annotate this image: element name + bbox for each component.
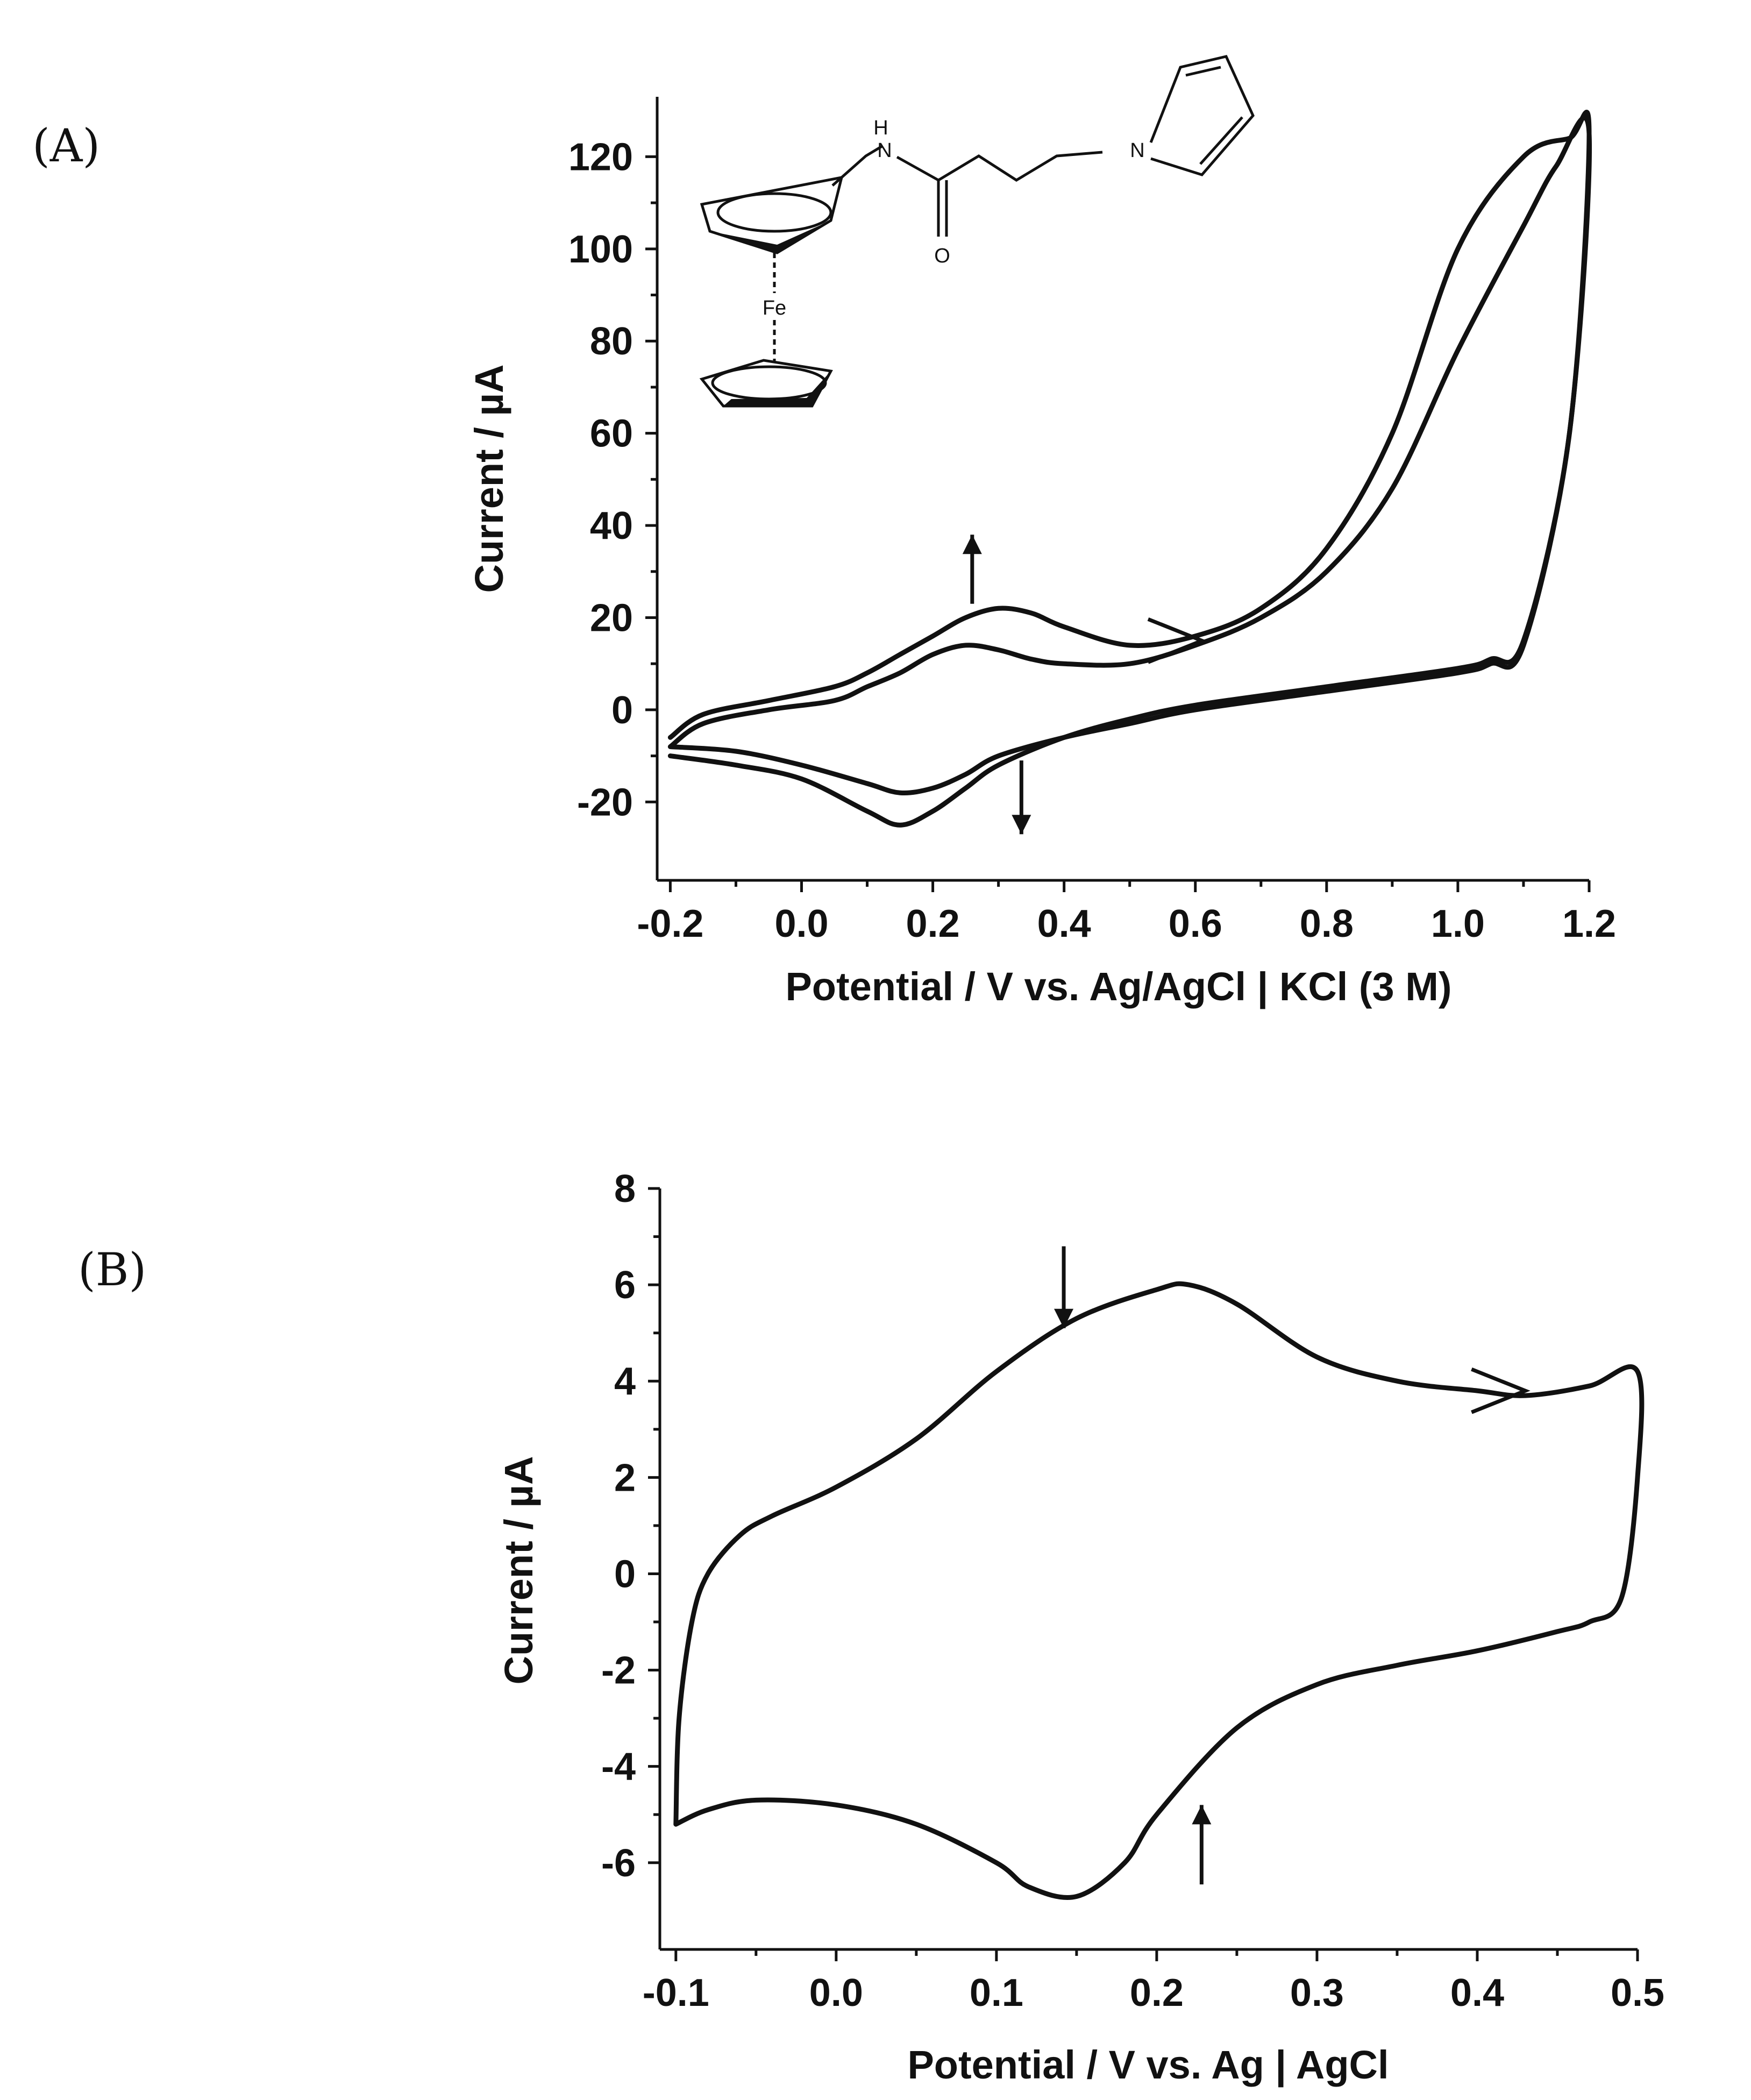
panel-b-label: (B) [78,1243,146,1296]
panel-b-y-tick-label: 4 [614,1360,636,1403]
panel-b-arrow-up [1192,1805,1212,1885]
panel-a-x-tick-label: -0.2 [637,902,703,945]
bond-cp-nh [831,145,883,187]
panel-a-y-tick-label: 60 [590,412,633,455]
panel-b-chart: -0.1 0.0 0.1 0.2 0.3 0.4 0.5 -6 -4 -2 0 2 4 6 8 Potent… [496,1168,1664,2088]
panel-a-y-tick-label: 20 [590,596,633,639]
panel-b-y-tick-label: 2 [614,1456,636,1499]
panel-a-x-tick-label: 1.2 [1562,902,1616,945]
panel-a-x-tick-label: 0.4 [1037,902,1091,945]
panel-a-x-tick-label: 0.2 [906,902,960,945]
panel-a-y-tick-label: 40 [590,504,633,547]
panel-a-y-tick-label: 0 [611,689,633,732]
oxygen-label: O [934,245,950,267]
panel-b-series-1-line [673,1281,1645,1900]
panel-b-y-tick-label: 0 [614,1553,636,1596]
pyrrole-ring [1149,55,1255,176]
pyrrole-n-label: N [1130,139,1144,162]
panel-b-y-tick-label: 6 [614,1264,636,1307]
pyrrole-double-1 [1185,66,1221,77]
panel-a-y-tick-label: 120 [568,136,633,179]
panel-a-series-2-line [667,115,1592,795]
panel-a-x-tick-label: 0.8 [1300,902,1354,945]
cp-ring-top [700,175,844,254]
panel-b-x-tick-label: 0.5 [1611,1971,1664,2014]
panel-b-x-tick-label: 0.3 [1290,1971,1344,2014]
molecule-structure: Fe H N O N [699,55,1255,408]
panel-b-x-tick-label: 0.1 [970,1971,1023,2014]
cp-ring-bottom [699,359,833,408]
panel-a-arrow-down [1012,760,1031,835]
panel-a-x-tick-label: 0.6 [1169,902,1222,945]
panel-a-y-tick-label: 80 [590,320,633,363]
panel-b-y-tick-label: -4 [601,1746,636,1789]
panel-b-y-tick-label: -6 [601,1842,636,1885]
panel-a-x-tick-label: 1.0 [1431,902,1485,945]
panel-a-label: (A) [32,119,100,172]
panel-b-x-tick-label: -0.1 [643,1971,709,2014]
panel-a-arrow-up [962,535,982,604]
panel-b-arrow-down [1054,1246,1074,1328]
panel-b-x-tick-label: 0.2 [1130,1971,1184,2014]
panel-a-curves [667,110,1592,828]
bond-chain [896,151,1103,182]
panel-a-chart: -0.2 0.0 0.2 0.4 0.6 0.8 1.0 1.2 -20 0 20 40 60 80 100… [467,97,1616,1009]
panel-a-y-tick-label: 100 [568,228,633,271]
panel-b-scan-direction-arrowhead [1471,1367,1531,1414]
iron-atom-label: Fe [763,297,786,319]
panel-a-scan-direction-arrowhead [1147,617,1207,664]
panel-b-y-tick-label: -2 [601,1649,636,1692]
panel-a-x-axis-title: Potential / V vs. Ag/AgCl | KCl (3 M) [785,964,1451,1009]
nh-h-label: H [873,117,888,139]
panel-a-annotations [962,535,1207,835]
amide-n-label: N [877,139,892,162]
panel-b-x-axis-title: Potential / V vs. Ag | AgCl [907,2042,1389,2088]
panel-b-y-axis-title: Current / µA [496,1456,541,1685]
panel-a-y-tick-label: -20 [577,781,633,824]
panel-a-x-tick-label: 0.0 [774,902,828,945]
panel-a-y-axis-title: Current / µA [467,365,511,593]
panel-b-ticks: -0.1 0.0 0.1 0.2 0.3 0.4 0.5 -6 -4 -2 0 2 4 6 8 [601,1168,1664,2014]
panel-a-ticks: -0.2 0.0 0.2 0.4 0.6 0.8 1.0 1.2 -20 0 20 40 60 80 100… [568,136,1616,945]
panel-b-y-tick-label: 8 [614,1168,636,1211]
panel-b-curves [673,1281,1645,1900]
panel-b-x-tick-label: 0.4 [1450,1971,1504,2014]
panel-b-annotations [1054,1246,1531,1885]
pyrrole-double-2 [1199,116,1243,165]
panel-b-x-tick-label: 0.0 [809,1971,863,2014]
